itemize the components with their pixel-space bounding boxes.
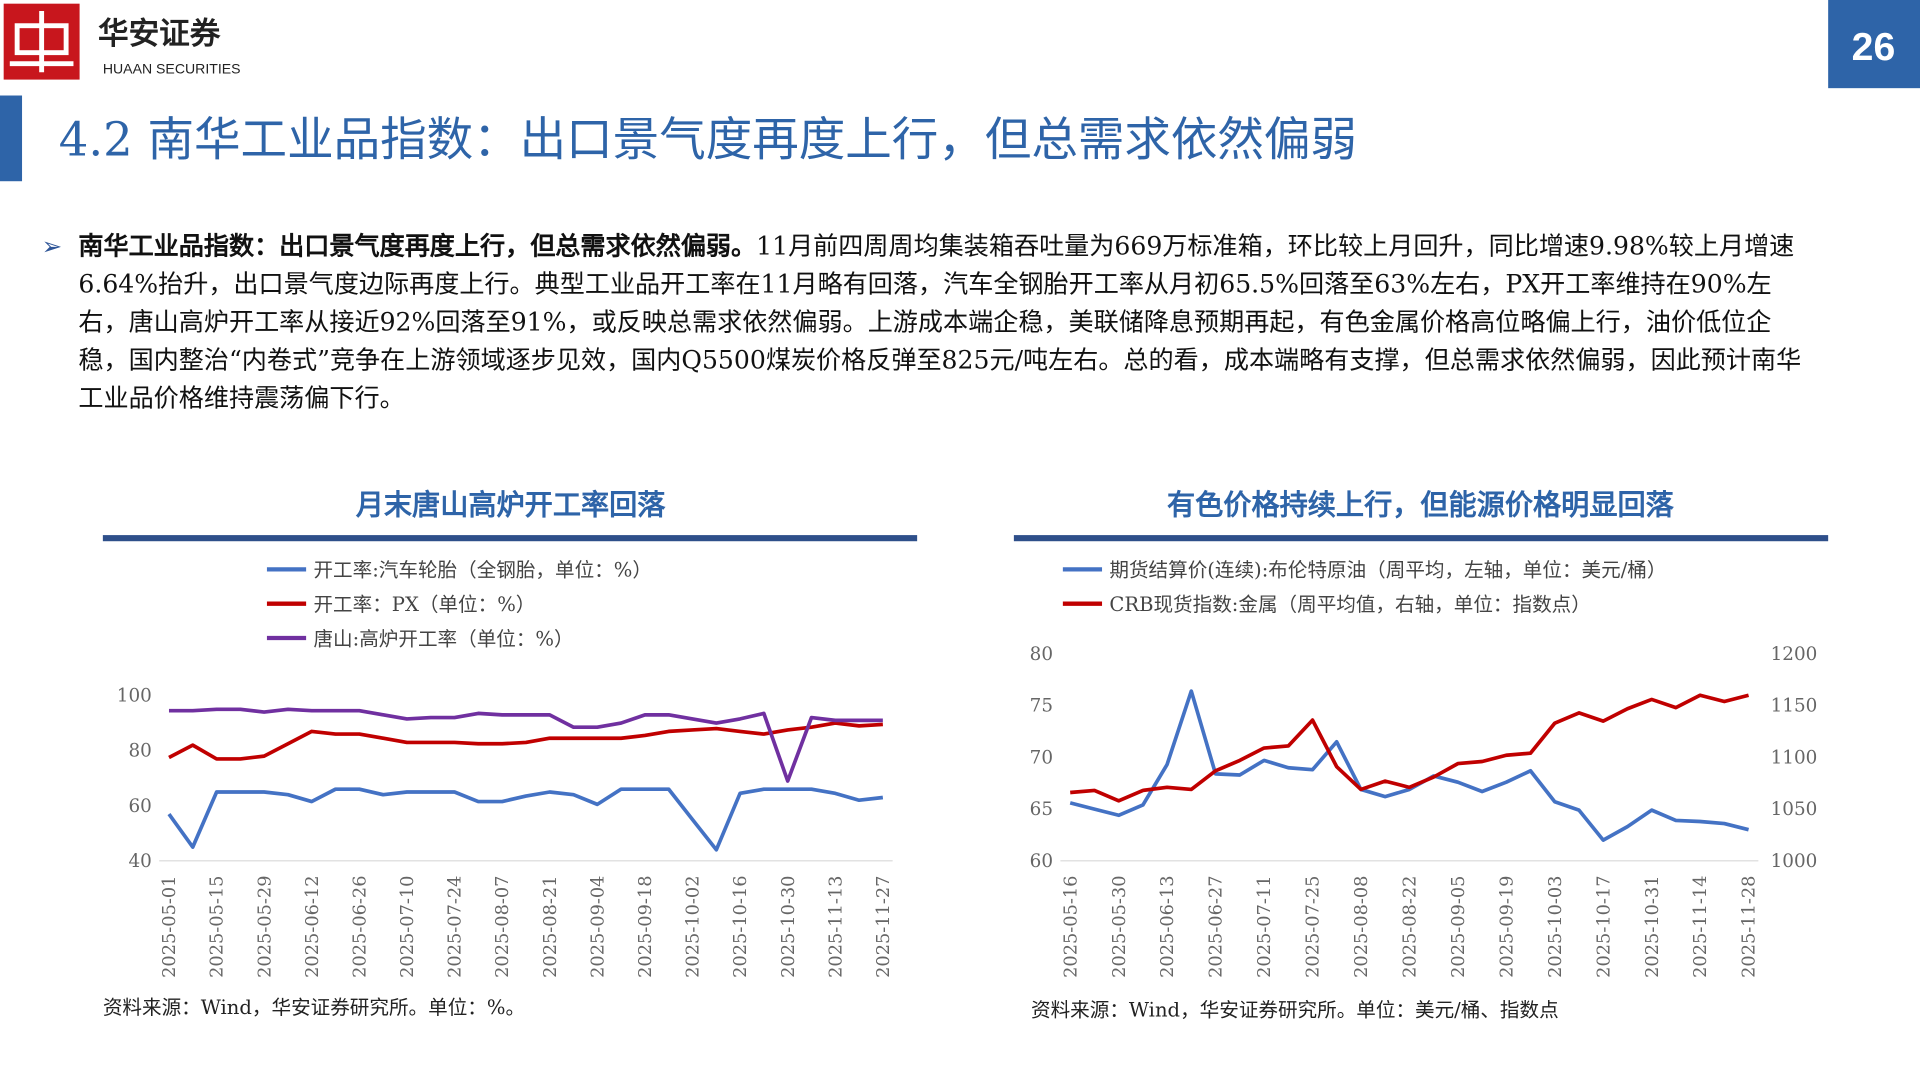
- chart-source: 资料来源：Wind，华安证券研究所。单位：%。: [103, 996, 525, 1019]
- x-tick-label: 2025-07-11: [1255, 876, 1275, 978]
- y-tick-label: 60: [1030, 851, 1053, 872]
- x-tick-label: 2025-11-28: [1740, 876, 1760, 978]
- y-tick-label: 100: [117, 686, 152, 707]
- x-tick-label: 2025-06-27: [1207, 876, 1227, 978]
- x-tick-label: 2025-08-22: [1401, 876, 1421, 978]
- x-tick-label: 2025-10-02: [684, 876, 704, 978]
- x-tick-label: 2025-10-30: [779, 876, 799, 978]
- x-tick-label: 2025-07-25: [1304, 876, 1324, 978]
- x-tick-label: 2025-08-21: [541, 876, 561, 978]
- slide-title: 4.2 南华工业品指数：出口景气度再度上行，但总需求依然偏弱: [59, 113, 1357, 167]
- y2-tick-label: 1200: [1771, 644, 1818, 665]
- title-bar: [0, 95, 23, 182]
- chart-source: 资料来源：Wind，华安证券研究所。单位：美元/桶、指数点: [1031, 998, 1559, 1021]
- logo-en: HUAAN SECURITIES: [103, 60, 241, 76]
- logo-pattern: [9, 11, 74, 73]
- x-tick-label: 2025-08-08: [1352, 876, 1372, 978]
- x-tick-label: 2025-06-13: [1158, 876, 1178, 978]
- series-line: [168, 707, 883, 783]
- x-tick-label: 2025-09-18: [636, 876, 656, 978]
- bullet-body: 11月前四周周均集装箱吞吐量为669万标准箱，环比较上月回升，同比增速9.98%…: [78, 231, 1802, 413]
- x-tick-label: 2025-11-13: [826, 876, 846, 978]
- legend-label: 开工率:汽车轮胎（全钢胎，单位：%）: [313, 559, 651, 582]
- y-tick-label: 80: [128, 741, 151, 762]
- x-tick-label: 2025-10-17: [1594, 876, 1614, 978]
- chart-title: 有色价格持续上行，但能源价格明显回落: [1167, 488, 1675, 521]
- page-number-box: [1828, 0, 1920, 89]
- y2-tick-label: 1100: [1771, 747, 1818, 768]
- y2-tick-label: 1050: [1771, 799, 1818, 820]
- chart-title-rule: [102, 535, 918, 542]
- legend-label: 开工率：PX（单位：%）: [313, 593, 535, 616]
- series-line: [1069, 689, 1750, 842]
- bullet-lead: 南华工业品指数：出口景气度再度上行，但总需求依然偏弱。: [78, 231, 757, 261]
- y-tick-label: 40: [128, 851, 151, 872]
- x-tick-label: 2025-05-01: [160, 876, 180, 978]
- y-tick-label: 70: [1030, 747, 1053, 768]
- logo: 华安证券 HUAAN SECURITIES: [3, 3, 241, 80]
- legend-label: 期货结算价(连续):布伦特原油（周平均，左轴，单位：美元/桶）: [1109, 559, 1666, 582]
- x-tick-label: 2025-06-12: [303, 876, 323, 978]
- x-tick-label: 2025-10-16: [731, 876, 751, 978]
- legend-label: 唐山:高炉开工率（单位：%）: [313, 627, 573, 650]
- series-line: [168, 721, 883, 761]
- y-tick-label: 75: [1030, 696, 1053, 717]
- x-tick-label: 2025-09-04: [588, 876, 608, 978]
- x-tick-label: 2025-05-16: [1061, 876, 1081, 978]
- page-number: 26: [1852, 26, 1896, 69]
- x-tick-label: 2025-09-19: [1497, 876, 1517, 978]
- y-tick-label: 65: [1030, 799, 1053, 820]
- x-tick-label: 2025-07-24: [446, 876, 466, 978]
- x-tick-label: 2025-11-27: [874, 876, 894, 978]
- logo-cn: 华安证券: [98, 16, 221, 52]
- y-tick-label: 80: [1030, 644, 1053, 665]
- chart-title: 月末唐山高炉开工率回落: [356, 488, 667, 521]
- series-line: [167, 787, 884, 852]
- series-line: [1070, 693, 1750, 803]
- legend-label: CRB现货指数:金属（周平均值，右轴，单位：指数点）: [1109, 593, 1590, 616]
- x-tick-label: 2025-10-31: [1643, 876, 1663, 978]
- x-tick-label: 2025-05-29: [255, 876, 275, 978]
- y-tick-label: 60: [128, 796, 151, 817]
- x-tick-label: 2025-07-10: [398, 876, 418, 978]
- y2-tick-label: 1000: [1771, 851, 1818, 872]
- bullet-text: 南华工业品指数：出口景气度再度上行，但总需求依然偏弱。11月前四周周均集装箱吞吐…: [78, 228, 1817, 418]
- y2-tick-label: 1150: [1771, 696, 1818, 717]
- x-tick-label: 2025-05-30: [1110, 876, 1130, 978]
- x-tick-label: 2025-08-07: [493, 876, 513, 978]
- chart-title-rule: [1013, 535, 1829, 542]
- bullet-marker: ➢: [41, 231, 63, 261]
- x-tick-label: 2025-06-26: [350, 876, 370, 978]
- x-tick-label: 2025-10-03: [1546, 876, 1566, 978]
- x-tick-label: 2025-09-05: [1449, 876, 1469, 978]
- x-tick-label: 2025-11-14: [1691, 876, 1711, 978]
- x-tick-label: 2025-05-15: [208, 876, 228, 978]
